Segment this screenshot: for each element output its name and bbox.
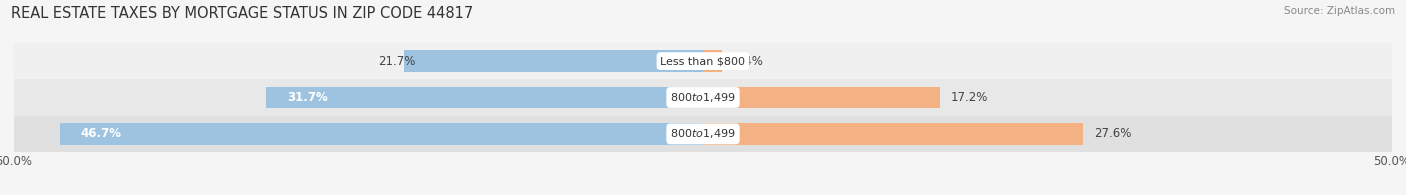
Bar <box>14 79 1392 116</box>
Text: 17.2%: 17.2% <box>950 91 988 104</box>
Text: $800 to $1,499: $800 to $1,499 <box>671 91 735 104</box>
Bar <box>14 116 1392 152</box>
Text: 27.6%: 27.6% <box>1094 127 1132 140</box>
Text: 21.7%: 21.7% <box>378 55 415 68</box>
Bar <box>703 123 1083 145</box>
Text: $800 to $1,499: $800 to $1,499 <box>671 127 735 140</box>
Text: Source: ZipAtlas.com: Source: ZipAtlas.com <box>1284 6 1395 16</box>
Bar <box>14 43 1392 79</box>
Text: REAL ESTATE TAXES BY MORTGAGE STATUS IN ZIP CODE 44817: REAL ESTATE TAXES BY MORTGAGE STATUS IN … <box>11 6 474 21</box>
Bar <box>703 87 941 108</box>
Text: Less than $800: Less than $800 <box>661 56 745 66</box>
Bar <box>59 123 703 145</box>
Bar <box>266 87 703 108</box>
Text: 31.7%: 31.7% <box>287 91 328 104</box>
Text: 1.4%: 1.4% <box>734 55 763 68</box>
Bar <box>404 50 703 72</box>
Bar <box>703 50 723 72</box>
Text: 46.7%: 46.7% <box>80 127 121 140</box>
